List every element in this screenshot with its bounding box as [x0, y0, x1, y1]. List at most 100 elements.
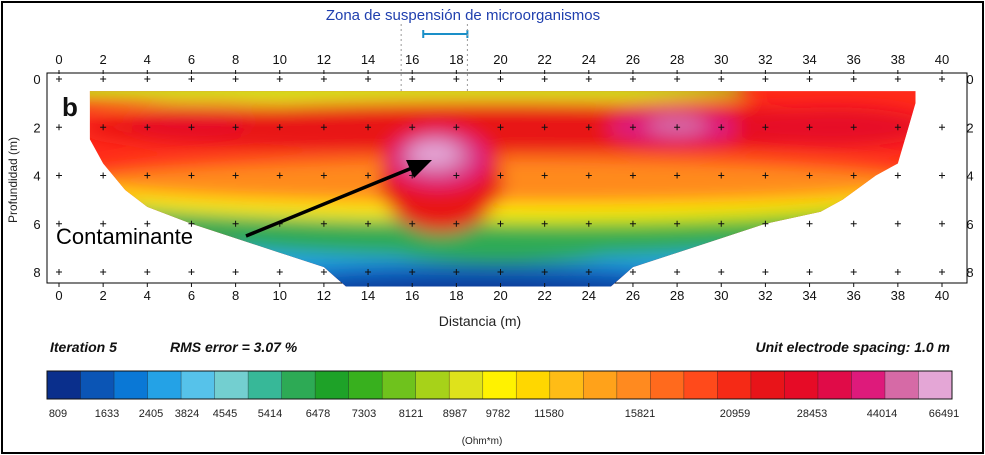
electrode-marker — [409, 269, 416, 275]
colorbar-swatch — [851, 371, 886, 399]
y-tick-label: 8 — [33, 265, 40, 280]
electrode-marker — [365, 269, 372, 275]
layer-red-right — [731, 107, 916, 148]
electrode-marker — [188, 172, 195, 179]
colorbar-swatch — [683, 371, 718, 399]
layer-red-left — [131, 106, 252, 139]
electrode-marker — [232, 172, 239, 179]
x-tick-label: 0 — [55, 52, 62, 67]
electrode-marker — [585, 220, 592, 227]
colorbar-label: 6478 — [306, 408, 330, 420]
electrode-marker — [806, 76, 813, 82]
x-tick-label: 34 — [802, 52, 816, 67]
electrode-marker — [939, 76, 945, 82]
colorbar-swatch — [784, 371, 819, 399]
electrode-marker — [585, 269, 592, 275]
colorbar-swatch — [281, 371, 316, 399]
colorbar-swatch — [884, 371, 919, 399]
y-tick-label: 6 — [33, 217, 40, 232]
electrode-marker — [806, 172, 813, 179]
x-tick-label: 28 — [670, 288, 684, 303]
x-tick-label: 34 — [802, 288, 816, 303]
electrode-marker — [806, 124, 813, 131]
electrode-marker — [56, 124, 62, 131]
electrode-marker — [762, 269, 769, 275]
colorbar-swatch — [449, 371, 484, 399]
electrode-marker — [497, 269, 504, 275]
electrode-marker — [100, 76, 107, 82]
electrode-marker — [409, 76, 416, 82]
colorbar-swatch — [717, 371, 752, 399]
x-tick-label: 38 — [891, 288, 905, 303]
colorbar-label: 5414 — [258, 408, 282, 420]
rms-error-label: RMS error = 3.07 % — [170, 339, 298, 355]
electrode-marker — [365, 76, 372, 82]
x-tick-label: 6 — [188, 52, 195, 67]
colorbar-label: 1633 — [95, 408, 119, 420]
electrode-marker — [276, 172, 283, 179]
colorbar-swatch — [382, 371, 417, 399]
colorbar-label: 2405 — [139, 408, 163, 420]
colorbar-label: 11580 — [534, 408, 564, 420]
colorbar-swatch — [650, 371, 685, 399]
electrode-marker — [894, 172, 901, 179]
x-tick-label: 26 — [626, 288, 640, 303]
electrode-marker — [850, 220, 857, 227]
electrode-marker — [276, 76, 283, 82]
x-tick-label: 16 — [405, 288, 419, 303]
electrode-marker — [100, 172, 107, 179]
colorbar-label: 15821 — [625, 408, 656, 420]
electrode-marker — [409, 220, 416, 227]
iteration-label: Iteration 5 — [50, 339, 117, 355]
y-tick-label: 8 — [966, 265, 973, 280]
electrode-marker — [718, 76, 725, 82]
electrode-marker — [850, 172, 857, 179]
electrode-marker — [144, 172, 151, 179]
colorbar-label: 8987 — [443, 408, 467, 420]
y-tick-label: 2 — [966, 120, 973, 135]
electrode-marker — [144, 76, 151, 82]
colorbar-swatch — [181, 371, 216, 399]
electrode-marker — [144, 269, 151, 275]
colorbar-swatch — [549, 371, 584, 399]
x-tick-label: 18 — [449, 52, 463, 67]
y-tick-label: 4 — [33, 169, 40, 184]
electrode-marker — [144, 124, 151, 131]
electrode-marker — [806, 269, 813, 275]
electrode-marker — [939, 269, 945, 275]
electrode-marker — [585, 124, 592, 131]
layer-shallow-yellow — [89, 91, 749, 106]
electrode-marker — [232, 124, 239, 131]
electrode-spacing-label: Unit electrode spacing: 1.0 m — [756, 339, 951, 355]
electrode-marker — [629, 220, 636, 227]
colorbar-swatch — [80, 371, 115, 399]
electrode-marker — [56, 220, 62, 227]
x-tick-label: 30 — [714, 288, 728, 303]
electrode-marker — [762, 172, 769, 179]
electrode-marker — [453, 124, 460, 131]
electrode-marker — [100, 124, 107, 131]
electrode-marker — [365, 124, 372, 131]
x-tick-label: 2 — [100, 52, 107, 67]
x-tick-label: 14 — [361, 288, 375, 303]
electrode-marker — [497, 220, 504, 227]
colorbar-swatch — [817, 371, 852, 399]
x-tick-label: 10 — [273, 288, 287, 303]
x-tick-label: 16 — [405, 52, 419, 67]
y-tick-labels-right: 0 2 4 6 8 — [966, 72, 973, 280]
y-axis-label: Profundidad (m) — [6, 137, 20, 223]
y-tick-label: 2 — [33, 120, 40, 135]
electrode-marker — [541, 76, 548, 82]
x-tick-labels-top: 0 2 4 6 8 10 12 14 16 18 20 22 24 26 28 30 32 34 36 38 40 — [55, 52, 949, 74]
electrode-marker — [939, 172, 945, 179]
x-tick-label: 20 — [493, 52, 507, 67]
electrode-marker — [320, 220, 327, 227]
colorbar-swatch — [214, 371, 249, 399]
x-tick-labels-bottom: 0 2 4 6 8 10 12 14 16 18 20 22 24 26 28 30 32 34 36 38 40 — [55, 283, 949, 303]
electrode-marker — [762, 124, 769, 131]
electrode-marker — [762, 76, 769, 82]
electrode-marker — [497, 172, 504, 179]
x-tick-label: 22 — [537, 52, 551, 67]
electrode-marker — [409, 124, 416, 131]
